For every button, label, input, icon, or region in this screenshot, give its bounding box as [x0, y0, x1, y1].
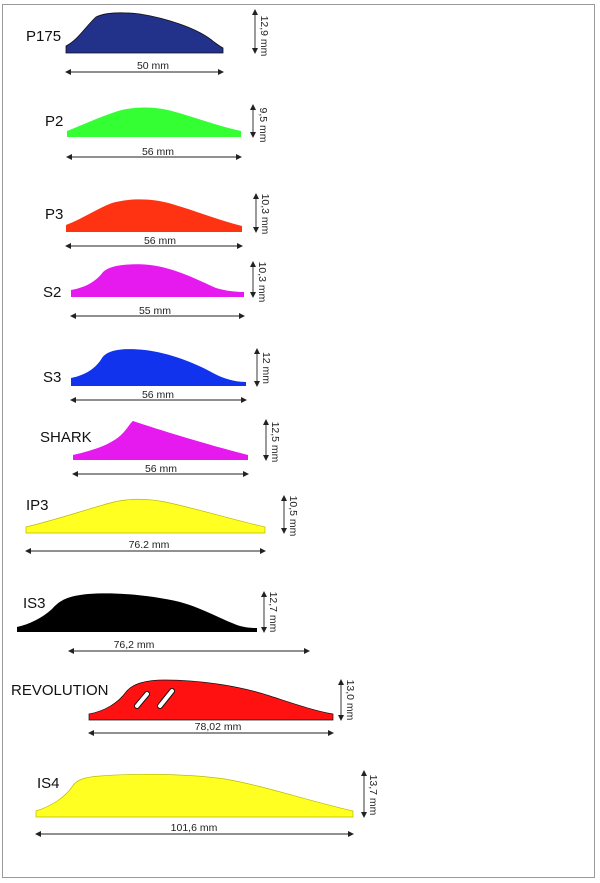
height-label: 12 mm	[260, 352, 272, 384]
vane-label: SHARK	[40, 429, 92, 446]
vane-ip3: IP3 76.2 mm 10,5 mm	[25, 495, 299, 554]
length-label: 78,02 mm	[195, 721, 242, 733]
vane-shape	[35, 773, 354, 818]
vane-s3: S3 56 mm 12 mm	[43, 348, 272, 403]
vane-shape	[73, 421, 248, 460]
length-label: 76,2 mm	[114, 639, 155, 651]
vane-shape	[17, 593, 257, 632]
vane-label: S3	[43, 369, 61, 386]
revolution-slot-icons	[134, 688, 175, 709]
length-label: 55 mm	[139, 305, 171, 317]
length-label: 50 mm	[137, 60, 169, 72]
vane-label: REVOLUTION	[11, 682, 109, 699]
vane-p175: P175 50 mm 12,9 mm	[26, 9, 270, 75]
vane-shark: SHARK 56 mm 12,5 mm	[40, 419, 281, 477]
vane-shape	[71, 264, 244, 297]
length-label: 56 mm	[145, 463, 177, 475]
height-label: 10,3 mm	[259, 194, 271, 235]
vane-revolution: REVOLUTION 78,02 mm 13,0 mm	[11, 679, 356, 736]
height-label: 13,0 mm	[344, 680, 356, 721]
vane-label: P3	[45, 206, 63, 223]
height-label: 12,7 mm	[267, 592, 279, 633]
length-label: 56 mm	[142, 146, 174, 158]
vane-label: IP3	[26, 497, 49, 514]
vane-p2: P2 56 mm 9,5 mm	[45, 104, 269, 160]
vane-label: IS3	[23, 595, 46, 612]
length-label: 101,6 mm	[171, 822, 218, 834]
height-label: 13,7 mm	[367, 775, 379, 816]
vane-p3: P3 56 mm 10,3 mm	[45, 193, 271, 249]
height-label: 10,5 mm	[287, 496, 299, 537]
vane-shape	[65, 12, 224, 54]
height-label: 12,5 mm	[269, 422, 281, 463]
vane-shape	[71, 349, 246, 386]
vane-shape	[67, 107, 241, 137]
length-label: 76.2 mm	[129, 539, 170, 551]
vane-label: P2	[45, 113, 63, 130]
vane-shape	[25, 498, 266, 534]
vane-label: IS4	[37, 775, 60, 792]
vane-shape	[88, 679, 334, 721]
vane-is4: IS4 101,6 mm 13,7 mm	[35, 770, 379, 837]
vane-s2: S2 55 mm 10,3 mm	[43, 261, 268, 319]
vane-label: S2	[43, 284, 61, 301]
vane-shape	[66, 199, 242, 232]
length-label: 56 mm	[142, 389, 174, 401]
vane-is3: IS3 76,2 mm 12,7 mm	[17, 591, 310, 654]
vane-label: P175	[26, 28, 61, 45]
height-label: 9,5 mm	[257, 107, 269, 142]
height-label: 10,3 mm	[256, 262, 268, 303]
length-label: 56 mm	[144, 235, 176, 247]
height-label: 12,9 mm	[258, 16, 270, 57]
page-frame	[2, 4, 595, 878]
